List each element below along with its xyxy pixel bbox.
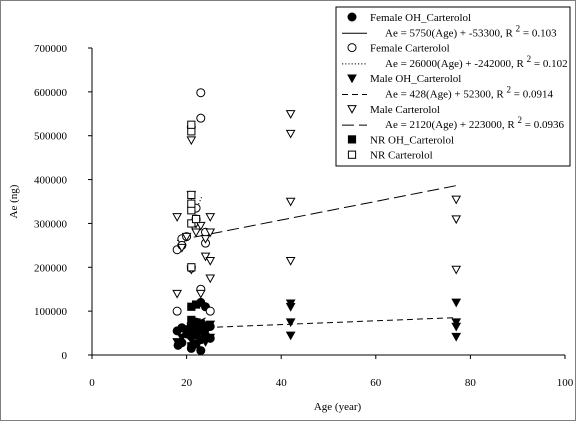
data-point-series-5 (187, 315, 196, 325)
data-point-series-2 (196, 88, 206, 98)
x-tick-label: 40 (276, 377, 288, 389)
legend-fit-label: Ae = 2120(Age) + 223000, R 2 = 0.0936 (385, 115, 564, 131)
data-point-series-6 (187, 120, 196, 129)
data-point-series-4 (451, 195, 462, 205)
data-point-series-1 (196, 346, 206, 356)
data-point-series-3 (177, 333, 187, 343)
data-point-series-4 (285, 257, 296, 266)
y-tick-label: 100000 (34, 306, 68, 318)
data-point-series-4 (186, 136, 197, 146)
data-point-series-3 (285, 318, 296, 328)
data-point-series-4 (451, 265, 462, 275)
data-point-series-4 (177, 243, 187, 253)
data-point-series-4 (172, 213, 182, 222)
data-point-series-3 (451, 298, 462, 308)
legend-marker (347, 135, 357, 144)
legend-label: Female OH_Carterolol (370, 12, 471, 24)
data-point-series-4 (191, 228, 201, 238)
legend-label: Female Carterolol (370, 43, 450, 55)
data-point-series-2 (196, 113, 206, 123)
data-point-series-4 (200, 235, 211, 244)
x-tick-label: 80 (465, 377, 477, 389)
data-point-series-5 (191, 300, 201, 309)
data-point-series-4 (205, 228, 216, 238)
data-point-series-4 (285, 197, 296, 207)
data-point-series-4 (451, 215, 462, 225)
fit-line-3 (177, 317, 457, 330)
x-tick-label: 20 (181, 377, 193, 389)
legend-label: Male Carterolol (370, 104, 440, 116)
data-point-series-3 (200, 338, 211, 347)
data-point-series-4 (205, 213, 216, 222)
data-point-series-6 (187, 190, 196, 200)
data-point-series-3 (205, 320, 216, 330)
data-point-series-4 (172, 289, 182, 299)
data-point-series-4 (285, 110, 296, 119)
data-point-series-4 (181, 232, 192, 242)
data-point-series-2 (205, 306, 215, 316)
x-axis-label: Age (year) (314, 401, 362, 413)
data-point-series-3 (285, 331, 296, 341)
y-tick-label: 600000 (34, 87, 68, 99)
data-point-series-3 (451, 332, 462, 342)
legend-marker (347, 74, 357, 84)
data-point-series-4 (200, 252, 211, 262)
y-tick-label: 0 (62, 350, 68, 362)
data-point-series-3 (172, 338, 182, 347)
x-tick-label: 60 (370, 377, 382, 389)
legend-marker (347, 150, 357, 159)
legend-fit-label: Ae = 428(Age) + 52300, R 2 = 0.0914 (385, 85, 553, 101)
data-point-series-6 (187, 219, 196, 228)
y-axis-label: Ae (ng) (8, 184, 20, 218)
data-point-series-4 (285, 129, 296, 139)
data-point-series-3 (451, 318, 462, 328)
legend-marker (347, 43, 357, 53)
legend-marker (347, 12, 357, 22)
y-tick-label: 300000 (34, 218, 68, 230)
legend-box (335, 6, 571, 167)
data-point-series-5 (187, 326, 196, 335)
data-point-series-3 (205, 333, 216, 343)
x-tick-label: 0 (89, 377, 95, 389)
axes: 0 20 40 60 80 100 0 100000 200000 300000 400000 500… (34, 43, 574, 389)
data-point-series-5 (196, 319, 205, 328)
legend-marker (347, 105, 357, 114)
data-point-series-4 (195, 289, 206, 299)
y-tick-label: 700000 (34, 43, 68, 55)
y-tick-label: 400000 (34, 175, 68, 187)
legend-label: NR Carterolol (370, 150, 433, 162)
fit-lines (177, 185, 457, 330)
data-point-series-5 (187, 342, 196, 351)
data-point-series-2 (172, 306, 182, 316)
data-point-series-6 (191, 214, 201, 224)
data-point-series-4 (205, 274, 216, 284)
data-point-series-3 (285, 299, 296, 309)
data-point-series-6 (187, 199, 196, 208)
data-point-series-5 (191, 331, 201, 340)
fit-line-4 (177, 185, 457, 241)
data-points (172, 88, 462, 356)
data-point-series-4 (205, 257, 216, 266)
data-point-series-6 (187, 263, 196, 272)
legend-fit-label: Ae = 26000(Age) + -242000, R 2 = 0.102 (385, 54, 568, 70)
legend-fit-label: Ae = 5750(Age) + -53300, R 2 = 0.103 (385, 23, 557, 39)
x-tick-label: 100 (557, 377, 574, 389)
data-point-series-4 (195, 221, 206, 231)
legend-label: Male OH_Carterolol (370, 73, 461, 85)
legend-label: NR OH_Carterolol (370, 134, 454, 146)
y-tick-label: 500000 (34, 131, 68, 143)
y-tick-label: 200000 (34, 262, 68, 274)
